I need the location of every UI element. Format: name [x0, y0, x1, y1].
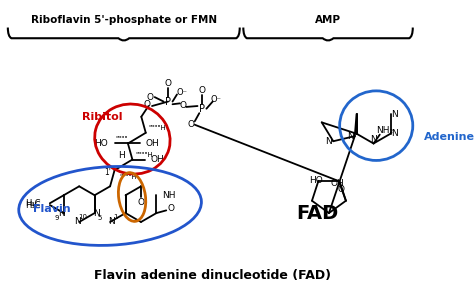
Text: Adenine: Adenine [423, 132, 474, 142]
Text: 5: 5 [98, 214, 102, 220]
Text: 1: 1 [113, 214, 118, 220]
Text: O: O [338, 185, 345, 194]
Text: N: N [93, 209, 100, 217]
Text: N: N [326, 137, 332, 146]
Text: OH: OH [146, 139, 160, 148]
Text: 10: 10 [78, 214, 87, 220]
Text: 1': 1' [104, 168, 111, 177]
Text: NH₂: NH₂ [376, 126, 393, 135]
Text: O: O [199, 86, 205, 95]
Text: Flavin adenine dinucleotide (FAD): Flavin adenine dinucleotide (FAD) [93, 269, 330, 282]
Text: """"H: """"H [119, 174, 137, 180]
Text: 9: 9 [55, 214, 59, 220]
Text: H: H [118, 151, 125, 159]
Text: P: P [165, 97, 171, 107]
Text: O: O [143, 100, 150, 109]
Text: N: N [370, 134, 377, 143]
Text: O: O [147, 93, 154, 101]
Text: N: N [109, 217, 115, 226]
Text: FAD: FAD [296, 204, 338, 223]
Text: Ribitol: Ribitol [82, 112, 122, 122]
Text: N: N [392, 110, 398, 119]
Text: """": """" [116, 135, 128, 141]
Text: HO: HO [94, 139, 108, 148]
Text: O: O [167, 204, 174, 213]
Text: NH: NH [162, 191, 176, 200]
Text: N: N [59, 209, 65, 217]
Text: HO: HO [310, 176, 323, 185]
Text: N: N [74, 217, 81, 226]
Text: """"H: """"H [135, 152, 153, 158]
Text: H₃C: H₃C [26, 201, 41, 210]
Text: N: N [392, 129, 398, 138]
Text: """"H: """"H [148, 125, 166, 131]
Text: OH: OH [150, 155, 164, 164]
Text: P: P [199, 104, 205, 114]
Text: N: N [347, 132, 354, 141]
Text: O: O [188, 120, 195, 129]
Text: O⁻: O⁻ [211, 95, 222, 104]
Text: O: O [179, 101, 186, 110]
Text: AMP: AMP [315, 15, 341, 25]
Text: Flavin: Flavin [33, 204, 71, 214]
Text: H₃C: H₃C [26, 199, 41, 208]
Text: O: O [164, 79, 172, 88]
Text: OH: OH [331, 179, 345, 188]
Text: O: O [137, 198, 145, 207]
Text: Riboflavin 5'-phosphate or FMN: Riboflavin 5'-phosphate or FMN [31, 15, 217, 25]
Text: O⁻: O⁻ [177, 88, 188, 97]
